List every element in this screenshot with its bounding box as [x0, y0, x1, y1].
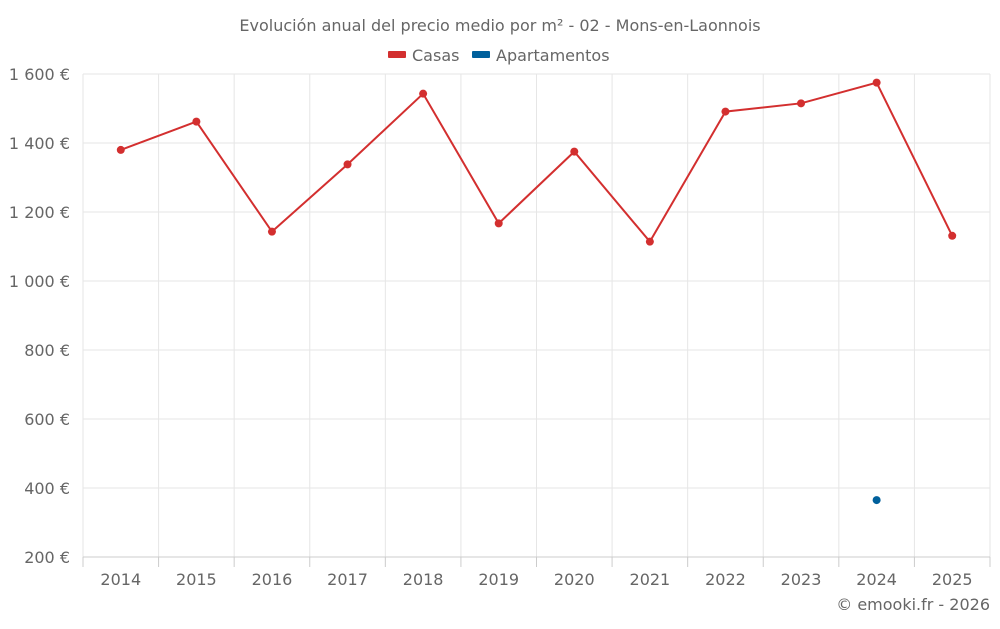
chart-title: Evolución anual del precio medio por m² …: [239, 16, 760, 35]
series-layer: [116, 78, 957, 505]
data-point-casas-2019[interactable]: [494, 219, 503, 228]
x-tick-label: 2025: [932, 570, 973, 589]
x-tick-label: 2019: [478, 570, 519, 589]
y-tick-label: 600 €: [24, 410, 70, 429]
legend-swatch-apartamentos: [472, 51, 490, 58]
data-point-casas-2022[interactable]: [721, 107, 730, 116]
y-tick-label: 200 €: [24, 548, 70, 567]
x-tick-label: 2018: [403, 570, 444, 589]
x-tick-label: 2015: [176, 570, 217, 589]
x-tick-label: 2021: [630, 570, 671, 589]
y-tick-label: 800 €: [24, 341, 70, 360]
x-tick-label: 2023: [781, 570, 822, 589]
x-tick-label: 2022: [705, 570, 746, 589]
axis-layer: [82, 556, 991, 567]
data-point-casas-2017[interactable]: [343, 160, 352, 169]
legend-swatch-casas: [388, 51, 406, 58]
data-point-casas-2016[interactable]: [267, 227, 276, 236]
x-tick-label: 2016: [252, 570, 293, 589]
y-tick-label: 1 400 €: [9, 134, 70, 153]
credit-text[interactable]: © emooki.fr - 2026: [836, 595, 990, 614]
legend-item-casas[interactable]: Casas: [388, 46, 459, 65]
legend-label-apartamentos: Apartamentos: [496, 46, 610, 65]
legend: Casas Apartamentos: [388, 46, 610, 65]
series-line-casas: [120, 81, 954, 244]
legend-label-casas: Casas: [412, 46, 459, 65]
x-tick-label: 2024: [856, 570, 897, 589]
data-point-casas-2023[interactable]: [797, 99, 806, 108]
legend-item-apartamentos[interactable]: Apartamentos: [472, 46, 610, 65]
y-tick-label: 1 600 €: [9, 65, 70, 84]
y-tick-label: 1 200 €: [9, 203, 70, 222]
data-point-casas-2025[interactable]: [948, 231, 957, 240]
data-point-casas-2020[interactable]: [570, 147, 579, 156]
y-tick-label: 1 000 €: [9, 272, 70, 291]
x-tick-label: 2014: [100, 570, 141, 589]
grid-layer: [82, 73, 991, 557]
data-point-apartamentos-2024[interactable]: [872, 496, 881, 505]
label-layer: 200 € 400 € 600 € 800 € 1 000 € 1 200 € 1 400 …: [9, 65, 973, 589]
data-point-casas-2024[interactable]: [872, 78, 881, 87]
x-tick-label: 2020: [554, 570, 595, 589]
x-tick-label: 2017: [327, 570, 368, 589]
data-point-casas-2015[interactable]: [192, 117, 201, 126]
data-point-casas-2014[interactable]: [116, 145, 125, 154]
data-point-casas-2021[interactable]: [645, 237, 654, 246]
y-tick-label: 400 €: [24, 479, 70, 498]
data-point-casas-2018[interactable]: [419, 89, 428, 98]
